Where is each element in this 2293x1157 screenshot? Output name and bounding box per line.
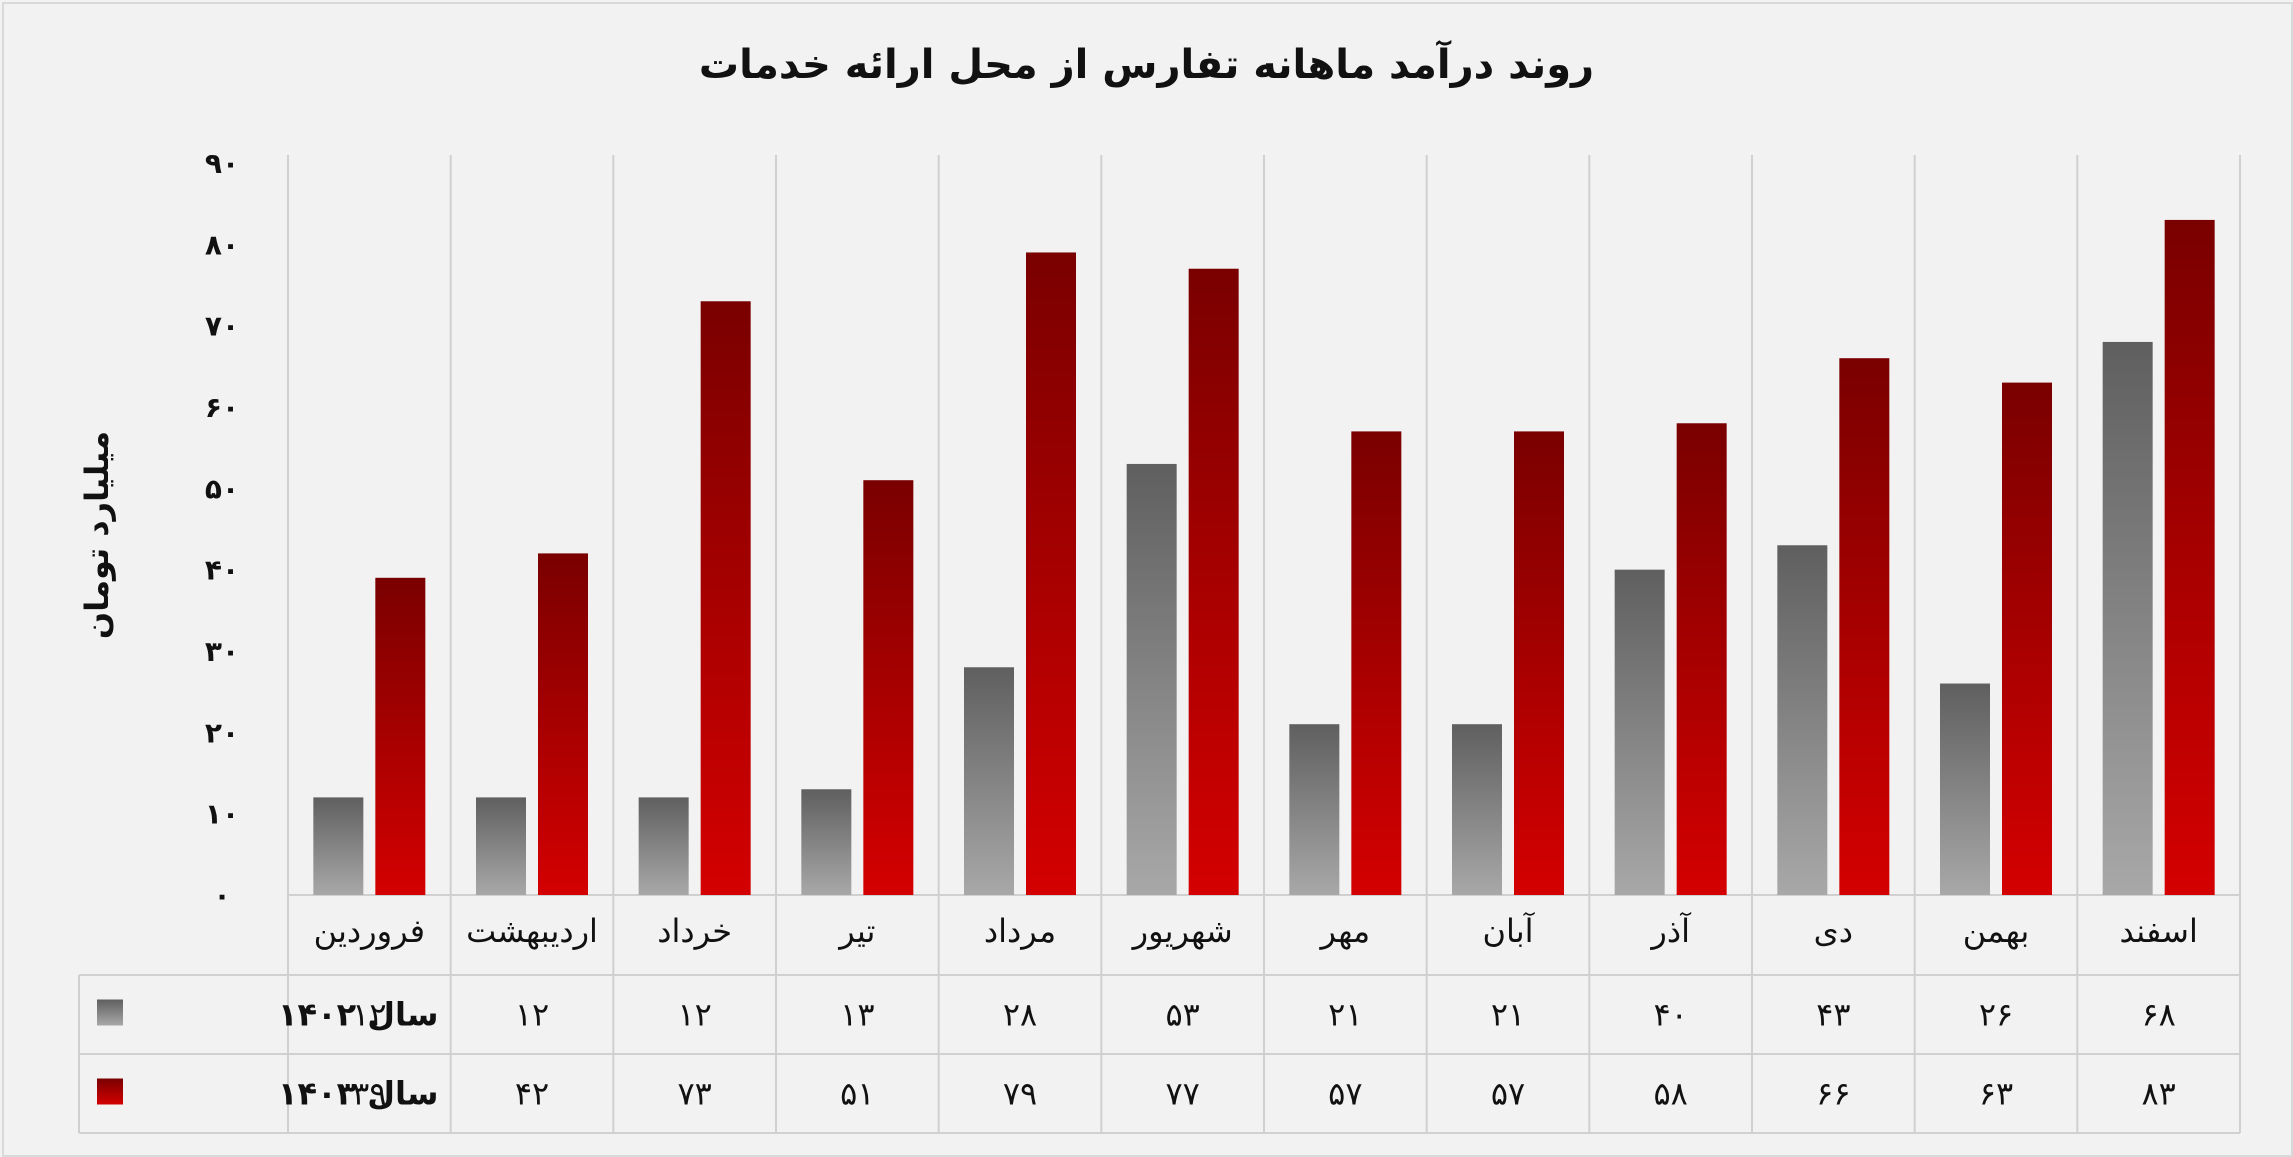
table-cell-value: ۱۳ <box>840 996 874 1034</box>
table-cell-value: ۶۶ <box>1816 1075 1850 1113</box>
table-cell-value: ۲۸ <box>1003 996 1037 1034</box>
legend-swatch <box>97 999 123 1026</box>
table-cell-value: ۵۱ <box>840 1075 874 1113</box>
bar-1403 <box>1514 431 1564 895</box>
y-tick-label: ۴۰ <box>205 554 239 587</box>
table-cell-value: ۲۶ <box>1979 996 2013 1034</box>
table-cell-value: ۸۳ <box>2141 1075 2175 1113</box>
bar-1403 <box>1026 252 1076 895</box>
category-label: مهر <box>1319 912 1371 950</box>
table-cell-value: ۴۳ <box>1816 996 1850 1034</box>
y-tick-label: ۹۰ <box>205 147 239 180</box>
y-tick-label: ۲۰ <box>205 716 239 749</box>
legend-series-name: سال ۱۴۰۳ <box>278 1075 439 1113</box>
table-cell-value: ۶۳ <box>1979 1075 2013 1113</box>
category-label: تیر <box>837 912 875 950</box>
bar-1402 <box>801 789 852 895</box>
table-cell-value: ۵۳ <box>1165 996 1199 1034</box>
table-cell-value: ۷۹ <box>1003 1075 1037 1113</box>
table-cell-value: ۱۲ <box>677 996 711 1034</box>
category-label: اسفند <box>2119 912 2197 950</box>
y-tick-label: ۸۰ <box>205 228 239 261</box>
table-cell-value: ۶۸ <box>2141 996 2175 1034</box>
category-label: خرداد <box>657 912 732 950</box>
y-tick-label: ۳۰ <box>205 635 239 668</box>
bar-1402 <box>1289 724 1340 895</box>
category-label: اردیبهشت <box>466 912 598 950</box>
table-cell-value: ۱۲ <box>352 996 386 1034</box>
category-label: مرداد <box>984 912 1056 950</box>
bars-layer <box>313 219 2215 896</box>
bar-1402 <box>1777 545 1828 895</box>
bar-1403 <box>1676 423 1727 895</box>
category-label: فروردین <box>314 912 425 950</box>
bar-1403 <box>1839 358 1890 895</box>
bar-1402 <box>2102 341 2153 895</box>
category-label: بهمن <box>1963 912 2030 950</box>
bar-1403 <box>1351 431 1402 895</box>
category-label: آبان <box>1482 911 1535 950</box>
table-cell-value: ۲۱ <box>1328 996 1362 1034</box>
table-cell-value: ۴۲ <box>515 1075 549 1113</box>
table-cell-value: ۵۷ <box>1328 1075 1362 1113</box>
bar-1403 <box>538 553 588 895</box>
bar-1403 <box>1188 268 1239 895</box>
y-tick-label: ۱۰ <box>205 798 239 831</box>
bar-1402 <box>1940 683 1990 895</box>
bar-1403 <box>2002 382 2052 896</box>
y-tick-label: ۷۰ <box>205 310 239 343</box>
legend-swatch <box>97 1078 123 1105</box>
category-label: آذر <box>1649 911 1692 950</box>
bar-1403 <box>375 577 426 895</box>
y-tick-label: ۵۰ <box>205 472 239 505</box>
table-cell-value: ۵۷ <box>1491 1075 1525 1113</box>
y-tick-label: ۰ <box>213 879 230 912</box>
bar-1403 <box>2164 219 2215 895</box>
category-label: دی <box>1814 912 1853 950</box>
table-cell-value: ۴۰ <box>1653 996 1687 1034</box>
table-cell-value: ۱۲ <box>515 996 549 1034</box>
y-tick-labels: ۰ ۱۰ ۲۰ ۳۰ ۴۰ ۵۰ ۶۰ ۷۰ ۸۰ ۹۰ <box>205 147 239 912</box>
table-cell-value: ۲۱ <box>1491 996 1525 1034</box>
bar-1402 <box>964 667 1014 895</box>
bar-1403 <box>863 480 914 895</box>
table-cell-value: ۵۸ <box>1653 1075 1687 1113</box>
table-cell-value: ۷۳ <box>677 1075 711 1113</box>
bar-1402 <box>1614 569 1665 895</box>
bar-1402 <box>1452 724 1502 895</box>
data-table: فروردین اردیبهشت خرداد تیر مرداد شهریور مهر آبا… <box>97 911 2198 1113</box>
table-cell-value: ۷۷ <box>1165 1075 1199 1113</box>
grid-layer <box>78 155 2241 1134</box>
table-cell-value: ۳۹ <box>352 1075 386 1113</box>
legend-series-name: سال ۱۴۰۲ <box>278 996 439 1034</box>
bar-1402 <box>1126 463 1177 895</box>
chart-title: روند درآمد ماهانه تفارس از محل ارائه خدم… <box>698 42 1595 88</box>
bar-1403 <box>700 301 751 895</box>
bar-1402 <box>313 797 364 895</box>
category-label: شهریور <box>1131 912 1233 950</box>
y-tick-label: ۶۰ <box>205 391 239 424</box>
bar-1402 <box>476 797 526 895</box>
bar-1402 <box>638 797 689 895</box>
